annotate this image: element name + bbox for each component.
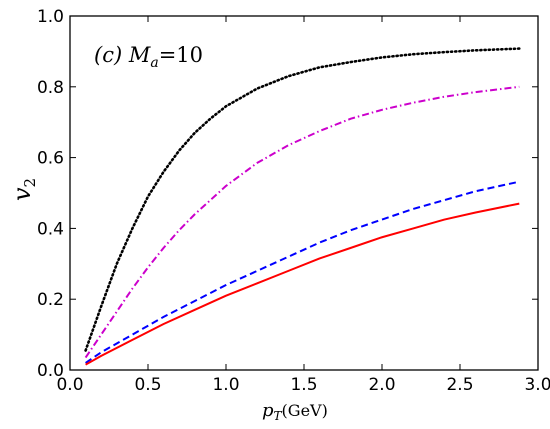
y-axis-label-subscript: 2: [21, 178, 39, 188]
x-axis-label-main: p: [262, 400, 274, 421]
x-tick-label: 2.0: [368, 375, 395, 395]
series-line-dashed: [85, 180, 520, 364]
y-tick-label: 0.6: [37, 149, 64, 169]
y-tick-label: 0.8: [37, 78, 64, 98]
tick-layer: 0.0 0.5 1.0 1.5 2.0 2.5 3.0 0.0 0.2 0.4 0.6 0.8 1.0: [37, 7, 550, 395]
y-tick-label: 0.0: [37, 361, 64, 381]
series-line-dotted: [84, 47, 521, 352]
series-line-dashdot: [84, 85, 520, 359]
x-tick-label: 0.5: [134, 375, 161, 395]
y-axis-label: v2: [8, 178, 39, 201]
y-tick-label: 0.2: [37, 290, 64, 310]
y-tick-label: 1.0: [37, 7, 64, 27]
x-axis-label: pT(GeV): [262, 400, 328, 423]
x-tick-label: 3.0: [524, 375, 550, 395]
x-axis-label-unit: (GeV): [282, 401, 328, 420]
panel-annotation-suffix: =10: [159, 43, 203, 67]
x-tick-label: 1.5: [290, 375, 317, 395]
y-axis-label-main: v: [8, 187, 36, 201]
x-tick-label: 1.0: [212, 375, 239, 395]
series-line-solid: [85, 202, 520, 366]
x-tick-label: 0.0: [56, 375, 83, 395]
panel-annotation-symbol: M: [128, 43, 151, 67]
x-tick-label: 2.5: [446, 375, 473, 395]
series-layer: [84, 47, 521, 366]
y-tick-label: 0.4: [37, 219, 64, 239]
panel-annotation: (c) Ma=10: [94, 43, 203, 71]
x-axis-label-subscript: T: [274, 409, 283, 423]
panel-annotation-prefix: (c): [94, 43, 129, 67]
panel-annotation-subscript: a: [150, 55, 158, 71]
